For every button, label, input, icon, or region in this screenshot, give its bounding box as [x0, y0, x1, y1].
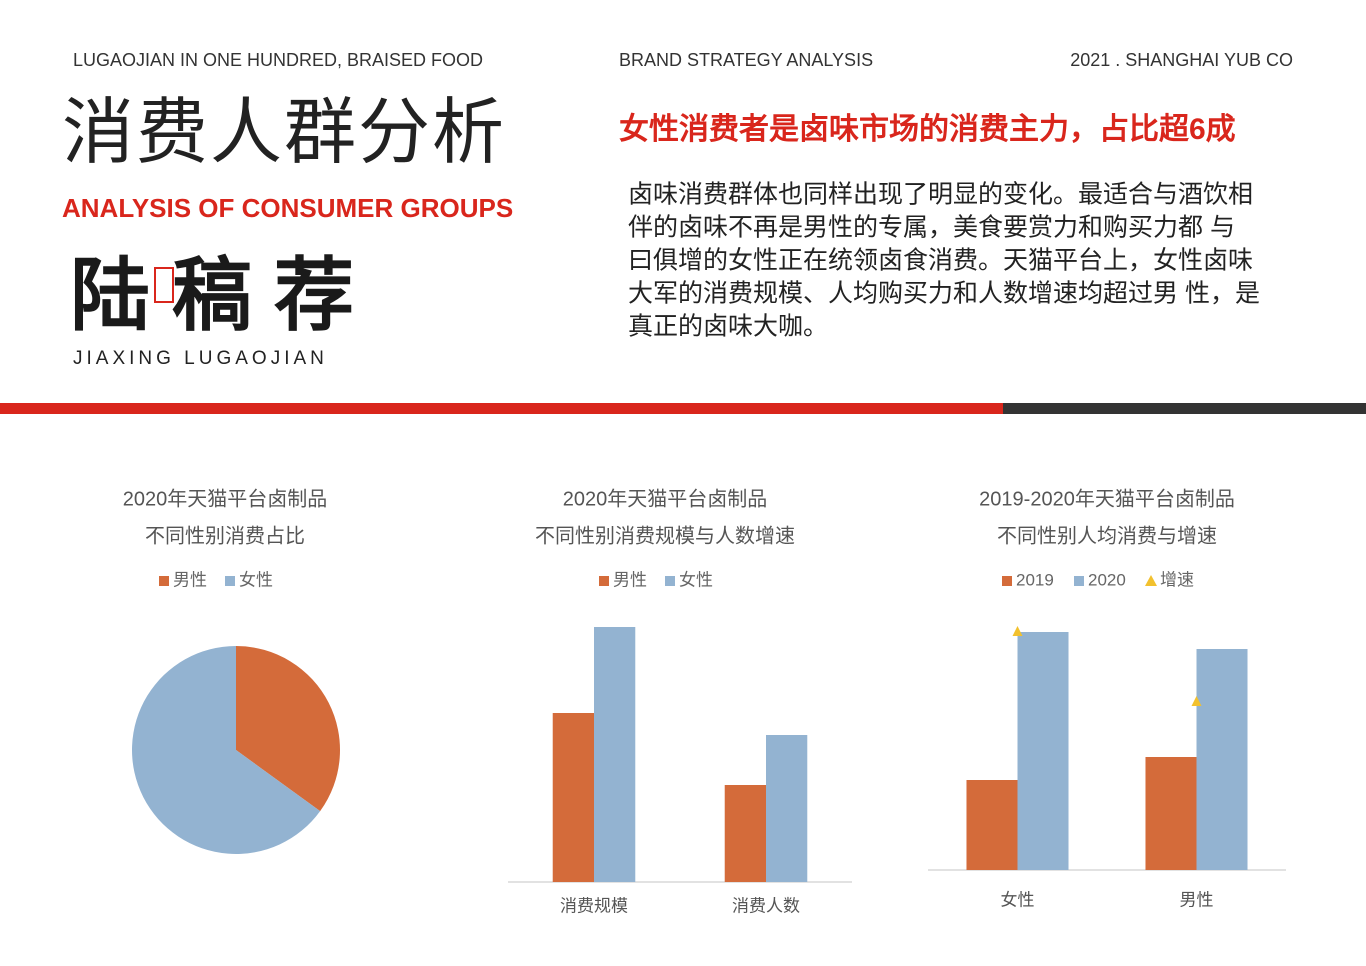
paragraph: 卤味消费群体也同样出现了明显的变化。最适合与酒饮相伴的卤味不再是男性的专属，美食… [628, 181, 1260, 341]
x-tick-label: 男性 [1180, 890, 1214, 909]
brand-en: JIAXING LUGAOJIAN [73, 348, 328, 369]
chart-title: 2020年天猫平台卤制品 [563, 487, 768, 510]
legend-label: 女性 [239, 570, 273, 589]
paragraph-line: 卤味消费群体也同样出现了明显的变化。最适合与酒饮相 [628, 181, 1253, 209]
chart-subtitle: 不同性别消费规模与人数增速 [535, 524, 795, 547]
chart-subtitle: 不同性别消费占比 [145, 524, 305, 547]
legend-label: 男性 [613, 570, 647, 589]
growth-marker [1191, 696, 1202, 706]
bar [1196, 649, 1248, 870]
bar [1145, 757, 1197, 870]
x-tick-label: 女性 [1001, 890, 1035, 909]
legend-label: 2019 [1016, 570, 1054, 589]
bar [594, 627, 636, 882]
header-right: 2021 . SHANGHAI YUB CO [1070, 50, 1293, 70]
bar [966, 780, 1018, 870]
growth-marker [1012, 626, 1023, 636]
bar [724, 785, 766, 882]
legend-label: 2020 [1088, 570, 1126, 589]
x-tick-label: 消费规模 [560, 896, 628, 915]
legend-label: 增速 [1160, 570, 1194, 589]
bar [1017, 632, 1069, 870]
paragraph-line: 伴的卤味不再是男性的专属，美食要赏力和购买力都 与 [628, 214, 1235, 242]
page-subtitle: ANALYSIS OF CONSUMER GROUPS [62, 193, 513, 223]
bar [552, 713, 594, 882]
headline: 女性消费者是卤味市场的消费主力，占比超6成 [619, 112, 1236, 146]
paragraph-line: 大军的消费规模、人均购买力和人数增速均超过男 性，是 [628, 280, 1260, 308]
brand-seal [154, 267, 174, 303]
header-left: LUGAOJIAN IN ONE HUNDRED, BRAISED FOOD [73, 50, 483, 70]
bar [766, 735, 808, 882]
legend-swatch [225, 576, 235, 586]
chart-title: 2019-2020年天猫平台卤制品 [979, 487, 1235, 510]
divider-red [0, 403, 1003, 414]
legend-label: 女性 [679, 570, 713, 589]
brand-name: 陆稿荐 [70, 251, 376, 340]
legend-swatch [599, 576, 609, 586]
page-title: 消费人群分析 [62, 93, 506, 173]
chart-title: 2020年天猫平台卤制品 [123, 487, 328, 510]
legend-label: 男性 [173, 570, 207, 589]
x-tick-label: 消费人数 [732, 896, 800, 915]
divider-dark [1003, 403, 1366, 414]
legend-swatch [1074, 576, 1084, 586]
legend-swatch [159, 576, 169, 586]
chart-subtitle: 不同性别人均消费与增速 [997, 524, 1217, 547]
legend-swatch [1002, 576, 1012, 586]
legend-swatch [665, 576, 675, 586]
pie-slice [236, 646, 340, 812]
paragraph-line: 曰俱增的女性正在统领卤食消费。天猫平台上，女性卤味 [628, 247, 1253, 275]
paragraph-line: 真正的卤味大咖。 [628, 313, 828, 341]
legend-marker [1145, 575, 1157, 586]
pie-slice [131, 646, 321, 854]
header-center: BRAND STRATEGY ANALYSIS [619, 50, 873, 70]
